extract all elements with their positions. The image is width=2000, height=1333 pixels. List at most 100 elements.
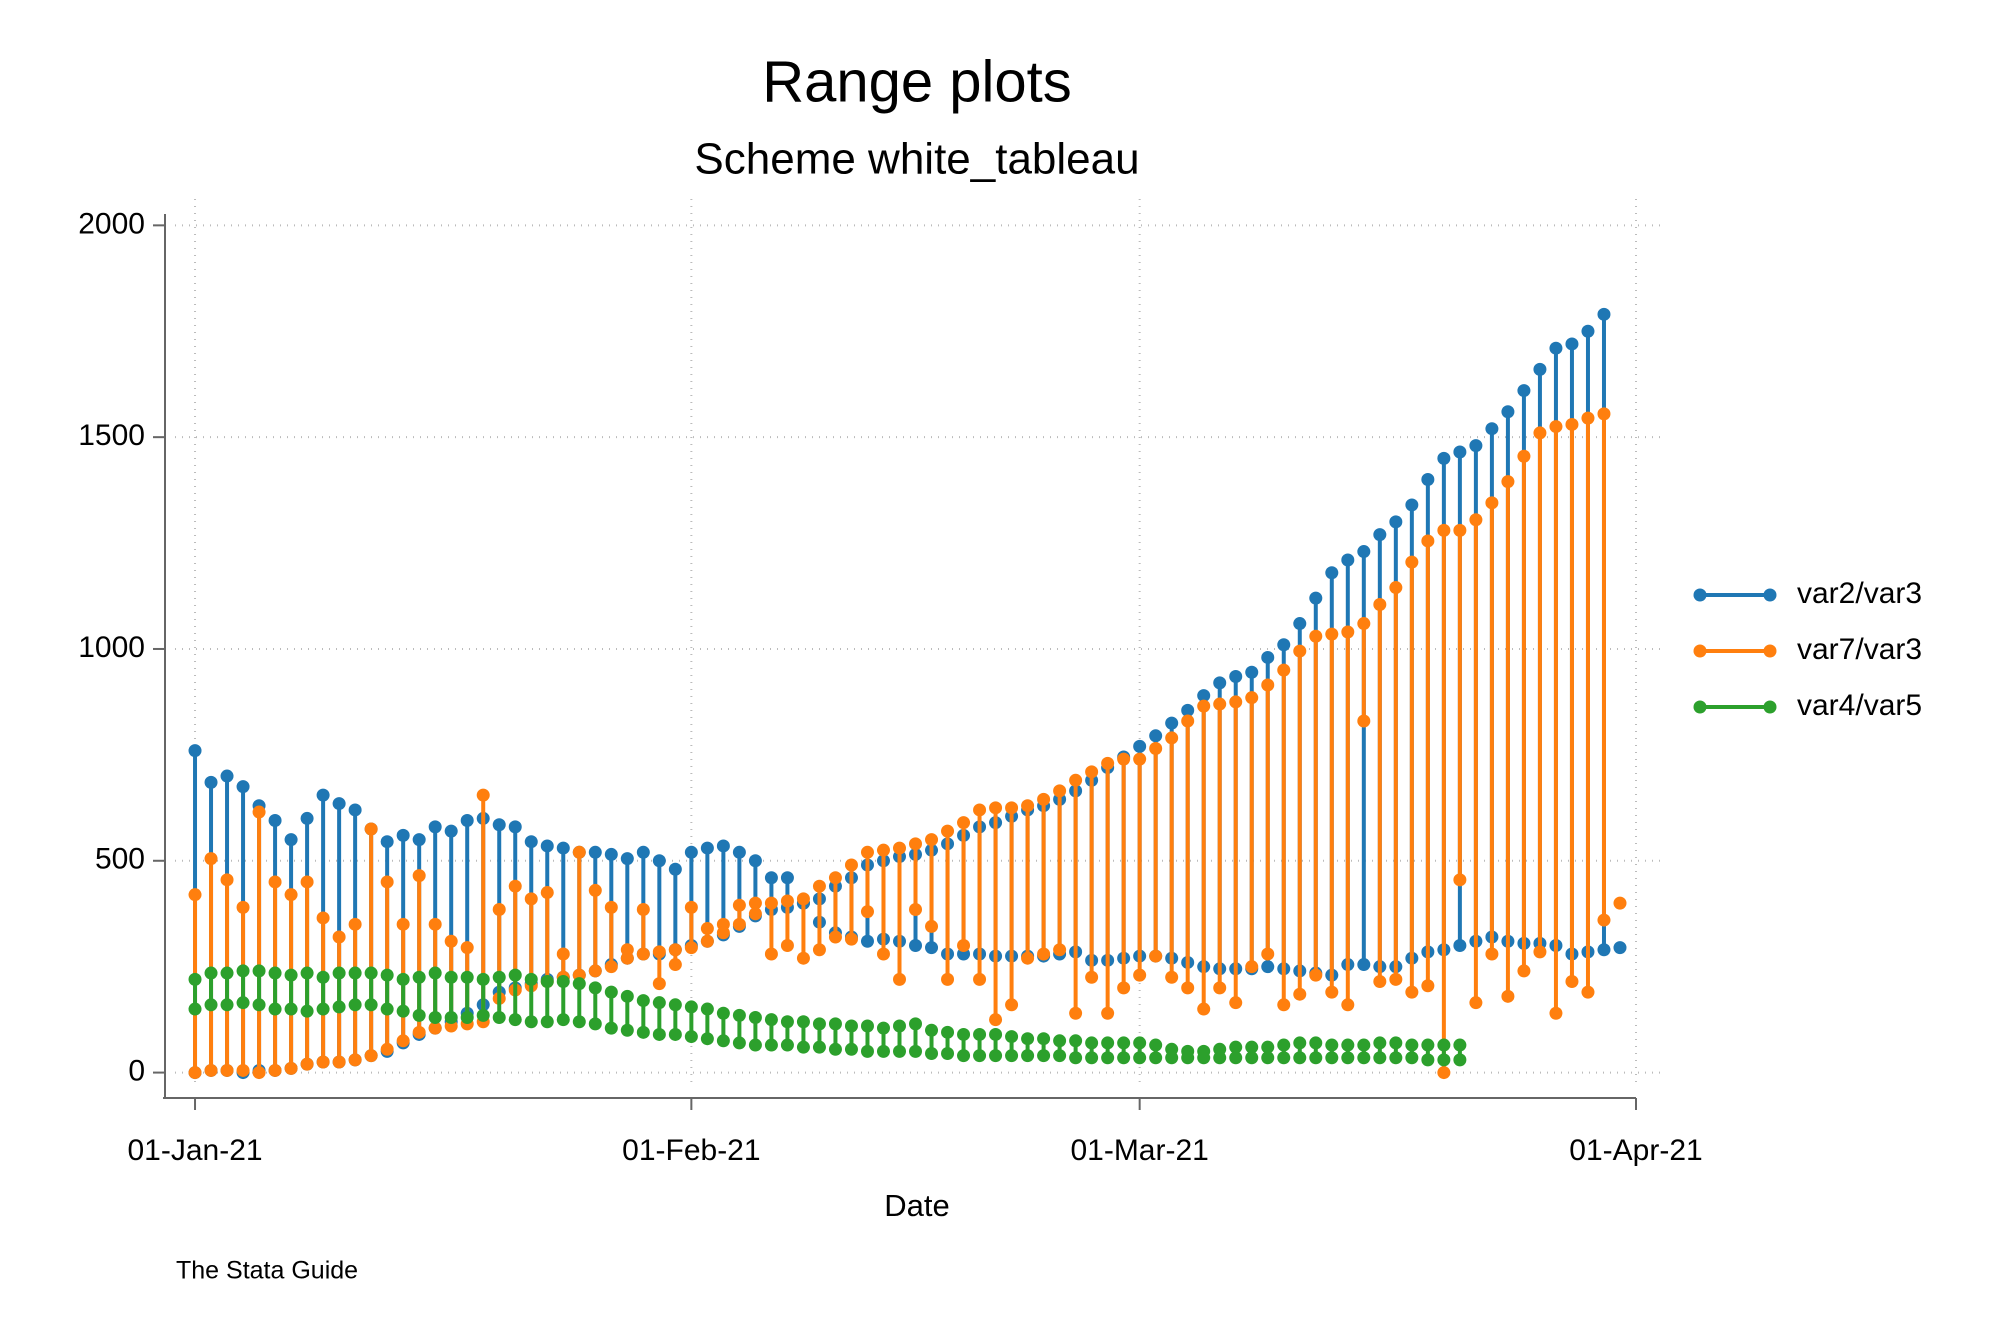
range-high-point xyxy=(1213,697,1227,711)
range-low-point xyxy=(588,1017,602,1031)
chart-subtitle: Scheme white_tableau xyxy=(694,135,1139,184)
range-low-point xyxy=(700,934,714,948)
range-high-point xyxy=(796,1015,810,1029)
range-low-point xyxy=(812,1040,826,1054)
range-low-point xyxy=(636,947,650,961)
range-low-point xyxy=(284,1002,298,1016)
range-low-point xyxy=(844,1042,858,1056)
range-high-point xyxy=(748,1011,762,1025)
range-low-point xyxy=(188,1066,202,1080)
range-high-point xyxy=(524,972,538,986)
range-low-point xyxy=(1181,981,1195,995)
range-high-point xyxy=(941,824,955,838)
range-high-point xyxy=(604,900,618,914)
range-low-point xyxy=(1405,1051,1419,1065)
range-low-point xyxy=(1357,714,1371,728)
range-low-point xyxy=(364,1049,378,1063)
range-high-point xyxy=(364,966,378,980)
range-high-point xyxy=(893,1019,906,1033)
range-high-point xyxy=(1325,566,1339,580)
range-low-point xyxy=(700,1032,714,1046)
range-high-point xyxy=(524,892,538,906)
range-low-point xyxy=(925,919,939,933)
range-low-point xyxy=(620,1023,634,1037)
range-high-point xyxy=(316,970,330,984)
range-low-point xyxy=(1053,1049,1067,1063)
range-high-point xyxy=(268,966,282,980)
range-high-point xyxy=(1405,555,1419,569)
range-low-point xyxy=(1117,981,1131,995)
range-high-point xyxy=(732,1008,746,1022)
range-high-point xyxy=(412,869,426,883)
range-high-point xyxy=(1565,417,1579,431)
range-low-point xyxy=(1341,1051,1355,1065)
range-low-point xyxy=(1101,1006,1115,1020)
range-high-point xyxy=(556,975,570,989)
range-low-point xyxy=(1517,964,1531,978)
range-low-point xyxy=(1533,945,1547,959)
range-low-point xyxy=(540,1015,554,1029)
range-low-point xyxy=(620,951,634,965)
range-high-point xyxy=(1277,1038,1291,1052)
range-high-point xyxy=(204,775,218,789)
range-high-point xyxy=(412,970,426,984)
range-high-point xyxy=(636,994,650,1008)
range-low-point xyxy=(860,1044,874,1058)
range-high-point xyxy=(941,1025,955,1039)
range-high-point xyxy=(876,843,890,857)
range-low-point xyxy=(1005,1049,1019,1063)
range-high-point xyxy=(764,1013,778,1027)
range-high-point xyxy=(540,839,554,853)
range-high-point xyxy=(188,888,202,902)
range-low-point xyxy=(1101,1051,1115,1065)
range-high-point xyxy=(636,845,650,859)
range-high-point xyxy=(1085,765,1099,779)
y-tick-label: 1000 xyxy=(78,631,145,664)
range-low-point xyxy=(1069,1006,1083,1020)
range-low-point xyxy=(1469,996,1483,1010)
range-low-point xyxy=(332,1000,346,1014)
range-high-point xyxy=(1309,591,1323,605)
range-high-point xyxy=(1293,644,1307,658)
range-low-point xyxy=(1389,1051,1403,1065)
range-high-point xyxy=(989,801,1003,815)
range-high-point xyxy=(284,833,298,847)
range-high-point xyxy=(188,744,202,758)
range-low-point xyxy=(268,1002,282,1016)
range-high-point xyxy=(1533,426,1547,440)
range-low-point xyxy=(716,926,730,940)
range-high-point xyxy=(380,968,394,982)
range-high-point xyxy=(428,917,442,931)
range-high-point xyxy=(973,1027,987,1041)
range-high-point xyxy=(1421,473,1435,487)
range-low-point xyxy=(796,1040,810,1054)
range-high-point xyxy=(1469,513,1483,527)
range-high-point xyxy=(1149,1038,1163,1052)
range-high-point xyxy=(1133,1036,1147,1050)
legend-label: var7/var3 xyxy=(1797,633,1922,666)
range-low-point xyxy=(1341,998,1355,1012)
range-low-point xyxy=(268,1063,282,1077)
range-high-point xyxy=(1373,597,1387,611)
range-low-point xyxy=(412,1008,426,1022)
range-high-point xyxy=(1037,792,1051,806)
range-high-point xyxy=(476,788,490,802)
range-high-point xyxy=(1501,405,1515,419)
range-high-point xyxy=(1261,678,1275,692)
range-low-point xyxy=(780,938,794,952)
range-low-point xyxy=(1069,1051,1083,1065)
range-high-point xyxy=(1021,1032,1035,1046)
range-high-point xyxy=(444,970,458,984)
range-high-point xyxy=(508,968,522,982)
range-high-point xyxy=(508,879,522,893)
range-high-point xyxy=(188,972,202,986)
range-low-point xyxy=(957,938,971,952)
range-low-point xyxy=(1293,1051,1307,1065)
range-low-point xyxy=(1197,1051,1211,1065)
range-high-point xyxy=(989,1027,1003,1041)
range-high-point xyxy=(844,1019,858,1033)
range-low-point xyxy=(444,1011,458,1025)
range-high-point xyxy=(957,1027,971,1041)
legend-marker xyxy=(1693,644,1707,658)
